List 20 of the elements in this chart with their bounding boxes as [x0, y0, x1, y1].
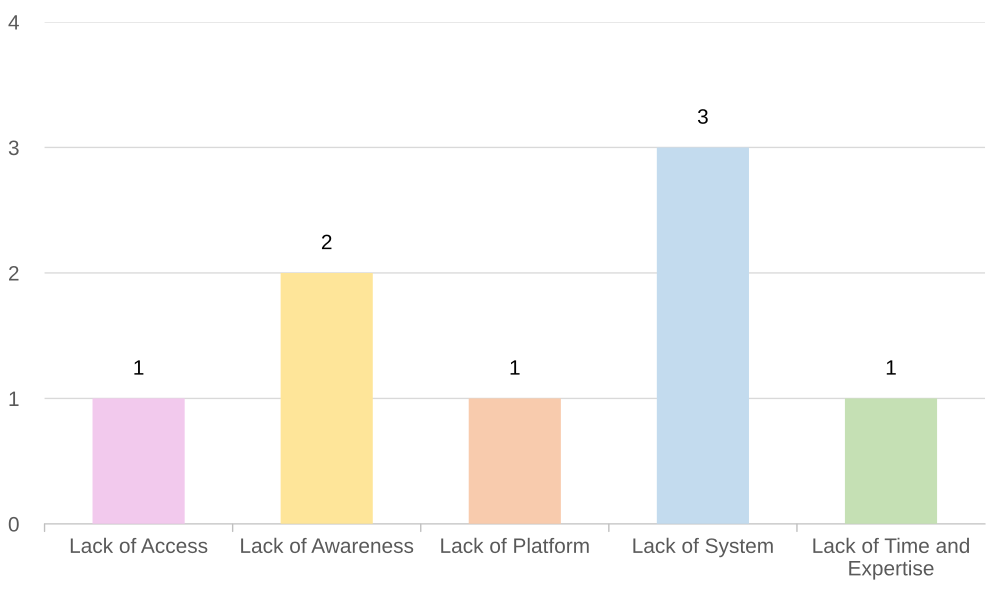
y-tick-label: 4	[8, 15, 19, 30]
y-tick-label: 0	[8, 516, 19, 532]
bar	[468, 398, 561, 524]
data-label: 2	[322, 234, 332, 250]
x-tick-label: Lack of Awareness	[241, 538, 414, 554]
x-tick-label: Lack of Access	[70, 538, 208, 554]
bar	[656, 147, 749, 524]
x-tick-label: Lack of Time and Expertise	[813, 538, 969, 580]
bar	[844, 398, 938, 524]
y-tick-label: 3	[8, 140, 19, 156]
x-tick-label: Lack of System	[633, 538, 773, 558]
bar	[92, 398, 185, 524]
y-tick-label: 1	[10, 392, 19, 406]
data-label: 3	[698, 109, 708, 124]
data-label: 1	[510, 360, 520, 375]
data-label: 1	[886, 360, 896, 375]
bar	[280, 272, 373, 524]
x-tick-label: Lack of Platform	[441, 538, 589, 554]
y-tick-label: 2	[9, 266, 19, 280]
data-label: 1	[134, 360, 144, 375]
